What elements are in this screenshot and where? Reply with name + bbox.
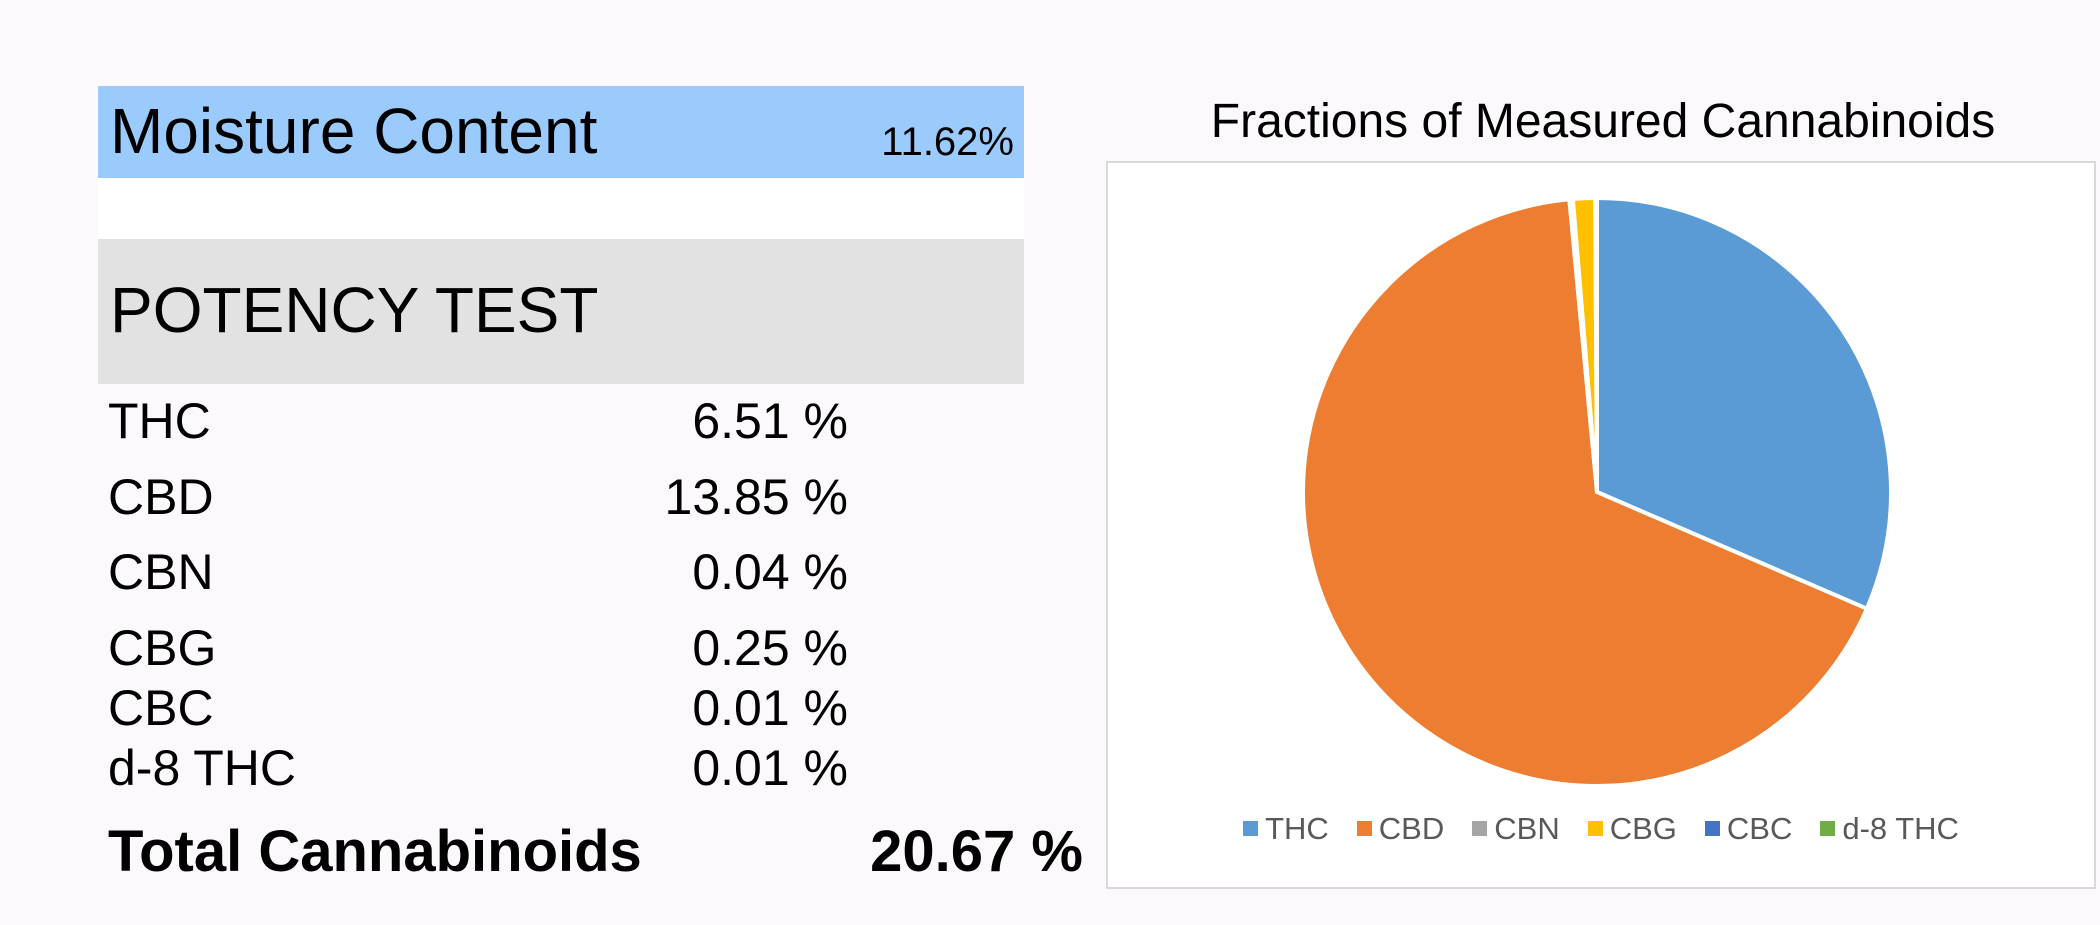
- total-cannabinoids-row: Total Cannabinoids 20.67 %: [108, 818, 1083, 888]
- potency-test-header: POTENCY TEST: [98, 239, 1024, 384]
- legend-swatch: [1243, 821, 1259, 837]
- moisture-content-label: Moisture Content: [110, 95, 598, 167]
- legend-label: THC: [1265, 811, 1329, 846]
- legend-entry-d-8-thc: d-8 THC: [1820, 811, 1959, 847]
- chart-legend: THC CBD CBN CBG CBC d-8 THC: [1108, 811, 2094, 847]
- potency-row-cbc: CBC 0.01 %: [108, 679, 848, 739]
- cannabinoid-name: CBG: [108, 620, 217, 676]
- cannabinoid-name: CBD: [108, 469, 214, 525]
- cannabinoid-value: 0.01 %: [692, 680, 848, 736]
- cannabinoid-name: THC: [108, 393, 211, 449]
- legend-label: CBD: [1378, 811, 1445, 846]
- legend-entry-cbg: CBG: [1587, 811, 1677, 847]
- pie-slice-thc: [1595, 196, 1893, 611]
- pie-slice-cbd: [1301, 197, 1869, 788]
- spacer-row: [98, 178, 1024, 239]
- legend-label: CBC: [1726, 811, 1793, 846]
- legend-label: CBG: [1609, 811, 1677, 846]
- cannabinoid-value: 0.04 %: [692, 544, 848, 600]
- pie-chart: [1301, 195, 1893, 788]
- potency-row-cbg: CBG 0.25 %: [108, 619, 848, 679]
- potency-row-thc: THC 6.51 %: [108, 392, 848, 452]
- legend-entry-cbn: CBN: [1472, 811, 1560, 847]
- total-cannabinoids-value: 20.67 %: [870, 819, 1083, 884]
- chart-title: Fractions of Measured Cannabinoids: [1210, 95, 1996, 148]
- potency-test-title: POTENCY TEST: [110, 274, 599, 346]
- moisture-content-value: 11.62%: [881, 120, 1014, 164]
- pie-chart-area: THC CBD CBN CBG CBC d-8 THC: [1106, 161, 2096, 889]
- potency-row-d8-thc: d-8 THC 0.01 %: [108, 739, 848, 799]
- cannabinoid-name: CBN: [108, 544, 214, 600]
- legend-swatch: [1587, 821, 1603, 837]
- legend-label: CBN: [1494, 811, 1560, 846]
- cannabinoid-value: 6.51 %: [692, 393, 848, 449]
- legend-label: d-8 THC: [1842, 811, 1959, 846]
- legend-swatch: [1820, 821, 1836, 837]
- cannabinoid-value: 0.01 %: [692, 740, 848, 796]
- cannabinoid-name: CBC: [108, 680, 214, 736]
- legend-entry-cbd: CBD: [1356, 811, 1445, 847]
- moisture-content-banner: Moisture Content 11.62%: [98, 86, 1024, 178]
- legend-swatch: [1472, 821, 1488, 837]
- total-cannabinoids-label: Total Cannabinoids: [108, 819, 642, 884]
- legend-entry-cbc: CBC: [1704, 811, 1793, 847]
- potency-row-cbd: CBD 13.85 %: [108, 468, 848, 528]
- cannabinoid-value: 0.25 %: [692, 620, 848, 676]
- potency-row-cbn: CBN 0.04 %: [108, 543, 848, 603]
- pie-slice-d-8-thc: [1594, 195, 1599, 494]
- legend-swatch: [1356, 821, 1372, 837]
- cannabinoid-value: 13.85 %: [664, 469, 848, 525]
- legend-swatch: [1704, 821, 1720, 837]
- legend-entry-thc: THC: [1243, 811, 1329, 847]
- cannabinoid-name: d-8 THC: [108, 740, 297, 796]
